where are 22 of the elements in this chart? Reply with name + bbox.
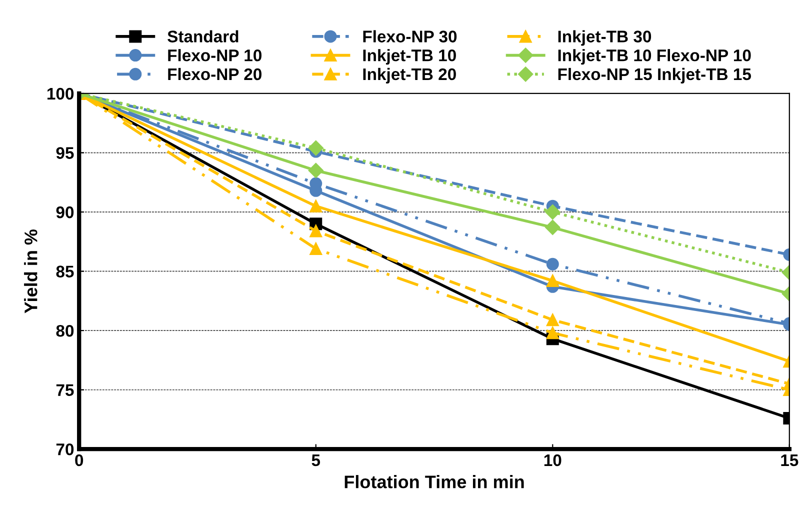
legend-label: Inkjet-TB 30: [558, 30, 652, 46]
y-tick-label: 80: [56, 324, 74, 337]
legend-label: Inkjet-TB 10 Flexo-NP 10: [558, 49, 751, 65]
y-tick-label: 100: [47, 88, 74, 100]
x-axis-title: Flotation Time in min: [344, 475, 524, 488]
legend-label: Flexo-NP 20: [168, 68, 262, 80]
y-tick-label: 90: [56, 206, 74, 218]
x-tick-label: 0: [75, 454, 84, 466]
x-tick-label: 15: [781, 454, 798, 466]
y-axis-title: Yield in %: [24, 229, 38, 314]
legend-label: Standard: [168, 30, 238, 42]
legend-label: Flexo-NP 10: [168, 49, 262, 62]
legend-label: Inkjet-TB 20: [363, 68, 456, 84]
y-tick-label: 75: [56, 384, 74, 396]
y-tick-label: 70: [56, 443, 74, 456]
legend-label: Inkjet-TB 10: [363, 49, 456, 65]
y-tick-label: 95: [56, 147, 74, 159]
x-tick-label: 5: [312, 454, 320, 466]
y-tick-label: 85: [56, 266, 74, 278]
x-tick-label: 10: [544, 454, 562, 466]
legend-label: Flexo-NP 30: [363, 30, 457, 42]
legend-label: Flexo-NP 15 Inkjet-TB 15: [558, 68, 752, 84]
